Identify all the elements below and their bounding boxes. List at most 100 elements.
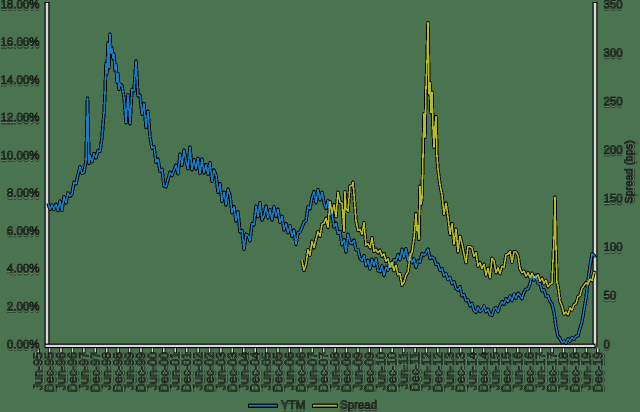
svg-text:150: 150	[604, 196, 623, 208]
svg-text:Dec-04: Dec-04	[249, 352, 263, 392]
svg-text:YTM: YTM	[281, 402, 305, 412]
svg-text:4.00%: 4.00%	[7, 265, 40, 277]
svg-text:Dec-11: Dec-11	[411, 352, 425, 391]
svg-text:Jun-99: Jun-99	[123, 352, 137, 390]
svg-text:Dec-95: Dec-95	[43, 352, 57, 392]
svg-text:Jun-19: Jun-19	[581, 352, 595, 390]
svg-text:Jun-02: Jun-02	[193, 352, 207, 390]
svg-text:12.00%: 12.00%	[0, 115, 39, 127]
svg-text:18.00%: 18.00%	[0, 0, 39, 12]
svg-text:350: 350	[604, 0, 623, 11]
svg-text:Spread: Spread	[340, 402, 377, 412]
svg-text:Jun-99: Jun-99	[125, 352, 139, 390]
svg-text:Dec-18: Dec-18	[570, 352, 584, 392]
svg-text:Dec-09: Dec-09	[365, 352, 379, 392]
svg-text:16.00%: 16.00%	[0, 37, 39, 49]
svg-text:YTM: YTM	[281, 401, 305, 412]
svg-text:Dec-17: Dec-17	[546, 352, 560, 392]
svg-text:Dec-18: Dec-18	[568, 352, 582, 392]
svg-text:Jun-16: Jun-16	[511, 352, 525, 390]
svg-text:Jun-02: Jun-02	[194, 352, 208, 390]
svg-text:Dec-19: Dec-19	[591, 352, 605, 392]
svg-text:Dec-98: Dec-98	[113, 352, 127, 392]
svg-text:YTM: YTM	[281, 400, 305, 412]
svg-text:Jun-98: Jun-98	[100, 352, 114, 390]
svg-text:Dec-98: Dec-98	[114, 352, 128, 392]
svg-text:50: 50	[604, 292, 617, 304]
svg-text:Dec-15: Dec-15	[500, 352, 514, 392]
svg-text:Jun-11: Jun-11	[397, 352, 411, 389]
svg-text:Dec-05: Dec-05	[274, 352, 288, 392]
svg-text:Jun-17: Jun-17	[535, 352, 549, 390]
svg-text:Dec-09: Dec-09	[364, 352, 378, 392]
svg-text:Jun-98: Jun-98	[102, 352, 116, 390]
svg-text:10.00%: 10.00%	[0, 152, 39, 164]
svg-text:Dec-96: Dec-96	[66, 352, 80, 392]
svg-text:Dec-99: Dec-99	[135, 352, 149, 392]
svg-text:Dec-01: Dec-01	[182, 352, 196, 392]
svg-text:Dec-05: Dec-05	[272, 352, 286, 392]
svg-text:Jun-14: Jun-14	[467, 352, 481, 390]
svg-text:Dec-12: Dec-12	[431, 352, 445, 392]
svg-text:Jun-16: Jun-16	[512, 352, 526, 390]
svg-text:Jun-15: Jun-15	[490, 352, 504, 390]
svg-text:Jun-03: Jun-03	[217, 352, 231, 390]
svg-text:Jun-09: Jun-09	[353, 352, 367, 390]
svg-text:0.00%: 0.00%	[7, 342, 40, 354]
svg-text:Jun-14: Jun-14	[468, 352, 482, 390]
svg-text:Dec-07: Dec-07	[318, 352, 332, 392]
svg-text:Dec-06: Dec-06	[297, 352, 311, 392]
svg-text:Dec-02: Dec-02	[205, 352, 219, 392]
svg-text:200: 200	[604, 145, 623, 157]
svg-text:Jun-18: Jun-18	[559, 352, 573, 390]
svg-text:4.00%: 4.00%	[7, 266, 40, 278]
svg-text:Jun-96: Jun-96	[56, 352, 70, 390]
svg-text:Dec-97: Dec-97	[89, 352, 103, 392]
svg-text:Dec-00: Dec-00	[157, 352, 171, 392]
svg-text:150: 150	[604, 194, 623, 206]
svg-text:100: 100	[604, 243, 623, 255]
svg-text:Spread: Spread	[340, 401, 377, 412]
svg-text:Jun-12: Jun-12	[421, 352, 435, 390]
svg-text:Jun-97: Jun-97	[79, 352, 93, 390]
svg-text:Dec-08: Dec-08	[340, 352, 354, 392]
svg-text:Jun-10: Jun-10	[377, 352, 391, 390]
svg-text:Jun-08: Jun-08	[331, 352, 345, 390]
svg-text:Dec-95: Dec-95	[45, 352, 59, 392]
svg-text:Jun-07: Jun-07	[306, 352, 320, 390]
svg-text:Dec-00: Dec-00	[158, 352, 172, 392]
svg-text:6.00%: 6.00%	[7, 228, 40, 240]
svg-text:Jun-09: Jun-09	[354, 352, 368, 390]
svg-text:Dec-02: Dec-02	[204, 352, 218, 392]
svg-text:Jun-05: Jun-05	[260, 352, 274, 390]
svg-text:Dec-10: Dec-10	[388, 352, 402, 392]
svg-text:10.00%: 10.00%	[0, 153, 39, 165]
svg-text:Dec-13: Dec-13	[456, 352, 470, 392]
svg-text:Jun-18: Jun-18	[558, 352, 572, 390]
svg-text:Dec-16: Dec-16	[524, 352, 538, 392]
svg-text:Jun-07: Jun-07	[308, 352, 322, 390]
svg-text:Dec-13: Dec-13	[455, 352, 469, 392]
svg-text:Jun-12: Jun-12	[422, 352, 436, 390]
svg-text:18.00%: 18.00%	[0, 2, 39, 14]
svg-text:Dec-10: Dec-10	[386, 352, 400, 392]
svg-text:Dec-14: Dec-14	[479, 352, 493, 392]
svg-text:Jun-00: Jun-00	[147, 352, 161, 390]
svg-text:Jun-06: Jun-06	[284, 352, 298, 390]
svg-text:Jun-15: Jun-15	[489, 352, 503, 390]
svg-text:6.00%: 6.00%	[7, 226, 40, 238]
svg-text:Jun-13: Jun-13	[444, 352, 458, 390]
svg-text:14.00%: 14.00%	[0, 77, 39, 89]
svg-text:Dec-03: Dec-03	[227, 352, 241, 392]
svg-text:Spread (bps): Spread (bps)	[624, 140, 636, 204]
svg-text:8.00%: 8.00%	[7, 188, 40, 200]
svg-text:Dec-00: Dec-00	[160, 352, 174, 392]
svg-text:Dec-97: Dec-97	[91, 352, 105, 392]
svg-text:14.00%: 14.00%	[0, 75, 39, 87]
svg-text:10.00%: 10.00%	[0, 150, 39, 162]
svg-text:Dec-06: Dec-06	[294, 352, 308, 392]
svg-text:Dec-14: Dec-14	[478, 352, 492, 392]
svg-text:Dec-15: Dec-15	[502, 352, 516, 392]
svg-text:Dec-16: Dec-16	[525, 352, 539, 392]
svg-text:Jun-10: Jun-10	[375, 352, 389, 390]
